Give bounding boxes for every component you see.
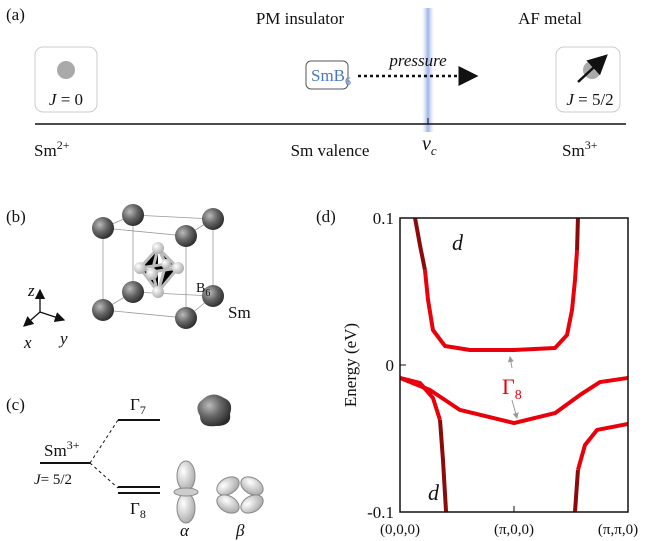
- orbital-label: β: [235, 521, 245, 540]
- y-axis-label: Energy (eV): [341, 323, 360, 407]
- critical-label: vc: [422, 133, 437, 158]
- band-curve: [576, 421, 629, 471]
- gamma-sub: 8: [140, 507, 146, 521]
- state-box: [34, 46, 98, 113]
- beta-orbital: [216, 476, 264, 514]
- panel-label: (a): [6, 5, 25, 24]
- y-tick-label: 0: [386, 356, 395, 375]
- x-tick-label: (π,0,0): [494, 522, 534, 538]
- j-value: = 0: [56, 90, 83, 109]
- critical-symbol: v: [422, 133, 431, 155]
- ion-name: Sm: [34, 141, 57, 160]
- x-tick-label: (0,0,0): [380, 522, 420, 538]
- ion: [57, 61, 75, 79]
- level-label: Γ7: [130, 395, 146, 417]
- y-tick-label: -0.1: [367, 503, 394, 522]
- compound: SmB6: [311, 66, 351, 88]
- ion-sup: 3+: [585, 138, 598, 152]
- gamma: Γ: [130, 499, 140, 518]
- compound-name: SmB: [311, 66, 345, 85]
- gap-arrow: [511, 399, 519, 419]
- j-label: J= 5/2: [34, 472, 72, 488]
- gamma-sub: 8: [515, 388, 522, 403]
- b-name: B: [196, 281, 205, 296]
- panel-b: (b) B6 Sm z x y: [6, 204, 251, 352]
- panel-d: (d) Energy (eV) d d Γ8 0.1 0 -0.1(0,0,0) (π…: [316, 207, 638, 538]
- level-label: Γ8: [130, 499, 146, 521]
- compound-box: [305, 60, 349, 90]
- j-value: = 5/2: [41, 472, 72, 488]
- panel-c: (c) Sm3+ J= 5/2 Γ7 Γ8 α β: [6, 394, 264, 540]
- panel-label: (c): [6, 395, 25, 414]
- band-curve: [438, 419, 449, 513]
- panel-a: (a) PM insulator AF metal J = 0 J = 5/2 …: [6, 5, 626, 160]
- arrow-label: pressure: [388, 51, 447, 70]
- j-symbol: J: [34, 472, 42, 488]
- gap-arrow: [507, 356, 514, 369]
- boron-atoms: [134, 242, 184, 298]
- ion-name: Sm: [44, 441, 67, 460]
- panel-label: (d): [316, 207, 336, 226]
- gamma: Γ: [502, 374, 515, 399]
- samarium-atoms: [92, 204, 224, 329]
- gamma-sub: 7: [140, 403, 146, 417]
- axis-name: z: [27, 281, 35, 300]
- ion-label: Sm3+: [44, 438, 80, 460]
- ion-sup: 3+: [67, 438, 80, 452]
- band-curve: [572, 469, 580, 513]
- band-curve: [413, 217, 427, 271]
- j-symbol: J: [49, 90, 58, 109]
- y-tick-label: 0.1: [373, 209, 394, 228]
- axis-name: y: [58, 329, 68, 348]
- state-box: [555, 46, 621, 113]
- j-symbol: J: [566, 90, 575, 109]
- spin-arrow: [577, 54, 608, 83]
- panel-label: (b): [6, 207, 26, 226]
- gap-label: Γ8: [502, 374, 522, 403]
- band-curve: [399, 375, 629, 426]
- octahedron: [138, 245, 181, 295]
- band-label: d: [452, 230, 464, 255]
- axis-name: x: [23, 333, 32, 352]
- state-label: J = 0: [49, 90, 83, 109]
- critical-band: [422, 8, 434, 132]
- orbital-label: α: [180, 521, 190, 540]
- compound-sub: 6: [345, 74, 351, 88]
- atom-label: B6: [196, 281, 210, 299]
- ion-sup: 2+: [57, 138, 70, 152]
- splitting-lines: [89, 419, 119, 489]
- phase-label: AF metal: [518, 9, 582, 28]
- b-sub: 6: [205, 288, 210, 299]
- gamma: Γ: [130, 395, 140, 414]
- ion-name: Sm: [562, 141, 585, 160]
- band-curve: [422, 249, 580, 353]
- x-tick-label: (π,π,0): [598, 522, 638, 538]
- j-value: = 5/2: [574, 90, 614, 109]
- state-label: J = 5/2: [566, 90, 613, 109]
- atom-label: Sm: [228, 303, 251, 322]
- plot-frame: [399, 217, 629, 513]
- axis-label: Sm valence: [291, 141, 370, 160]
- alpha-orbital: [173, 460, 199, 524]
- ion-label: Sm3+: [562, 138, 598, 160]
- gamma7-orbital: [197, 394, 232, 427]
- band-label: d: [428, 480, 440, 505]
- ion-label: Sm2+: [34, 138, 70, 160]
- band-curve: [575, 217, 580, 251]
- phase-label: PM insulator: [256, 9, 345, 28]
- band-curve: [399, 375, 442, 421]
- axes-triad: [23, 288, 66, 327]
- critical-sub: c: [431, 143, 437, 158]
